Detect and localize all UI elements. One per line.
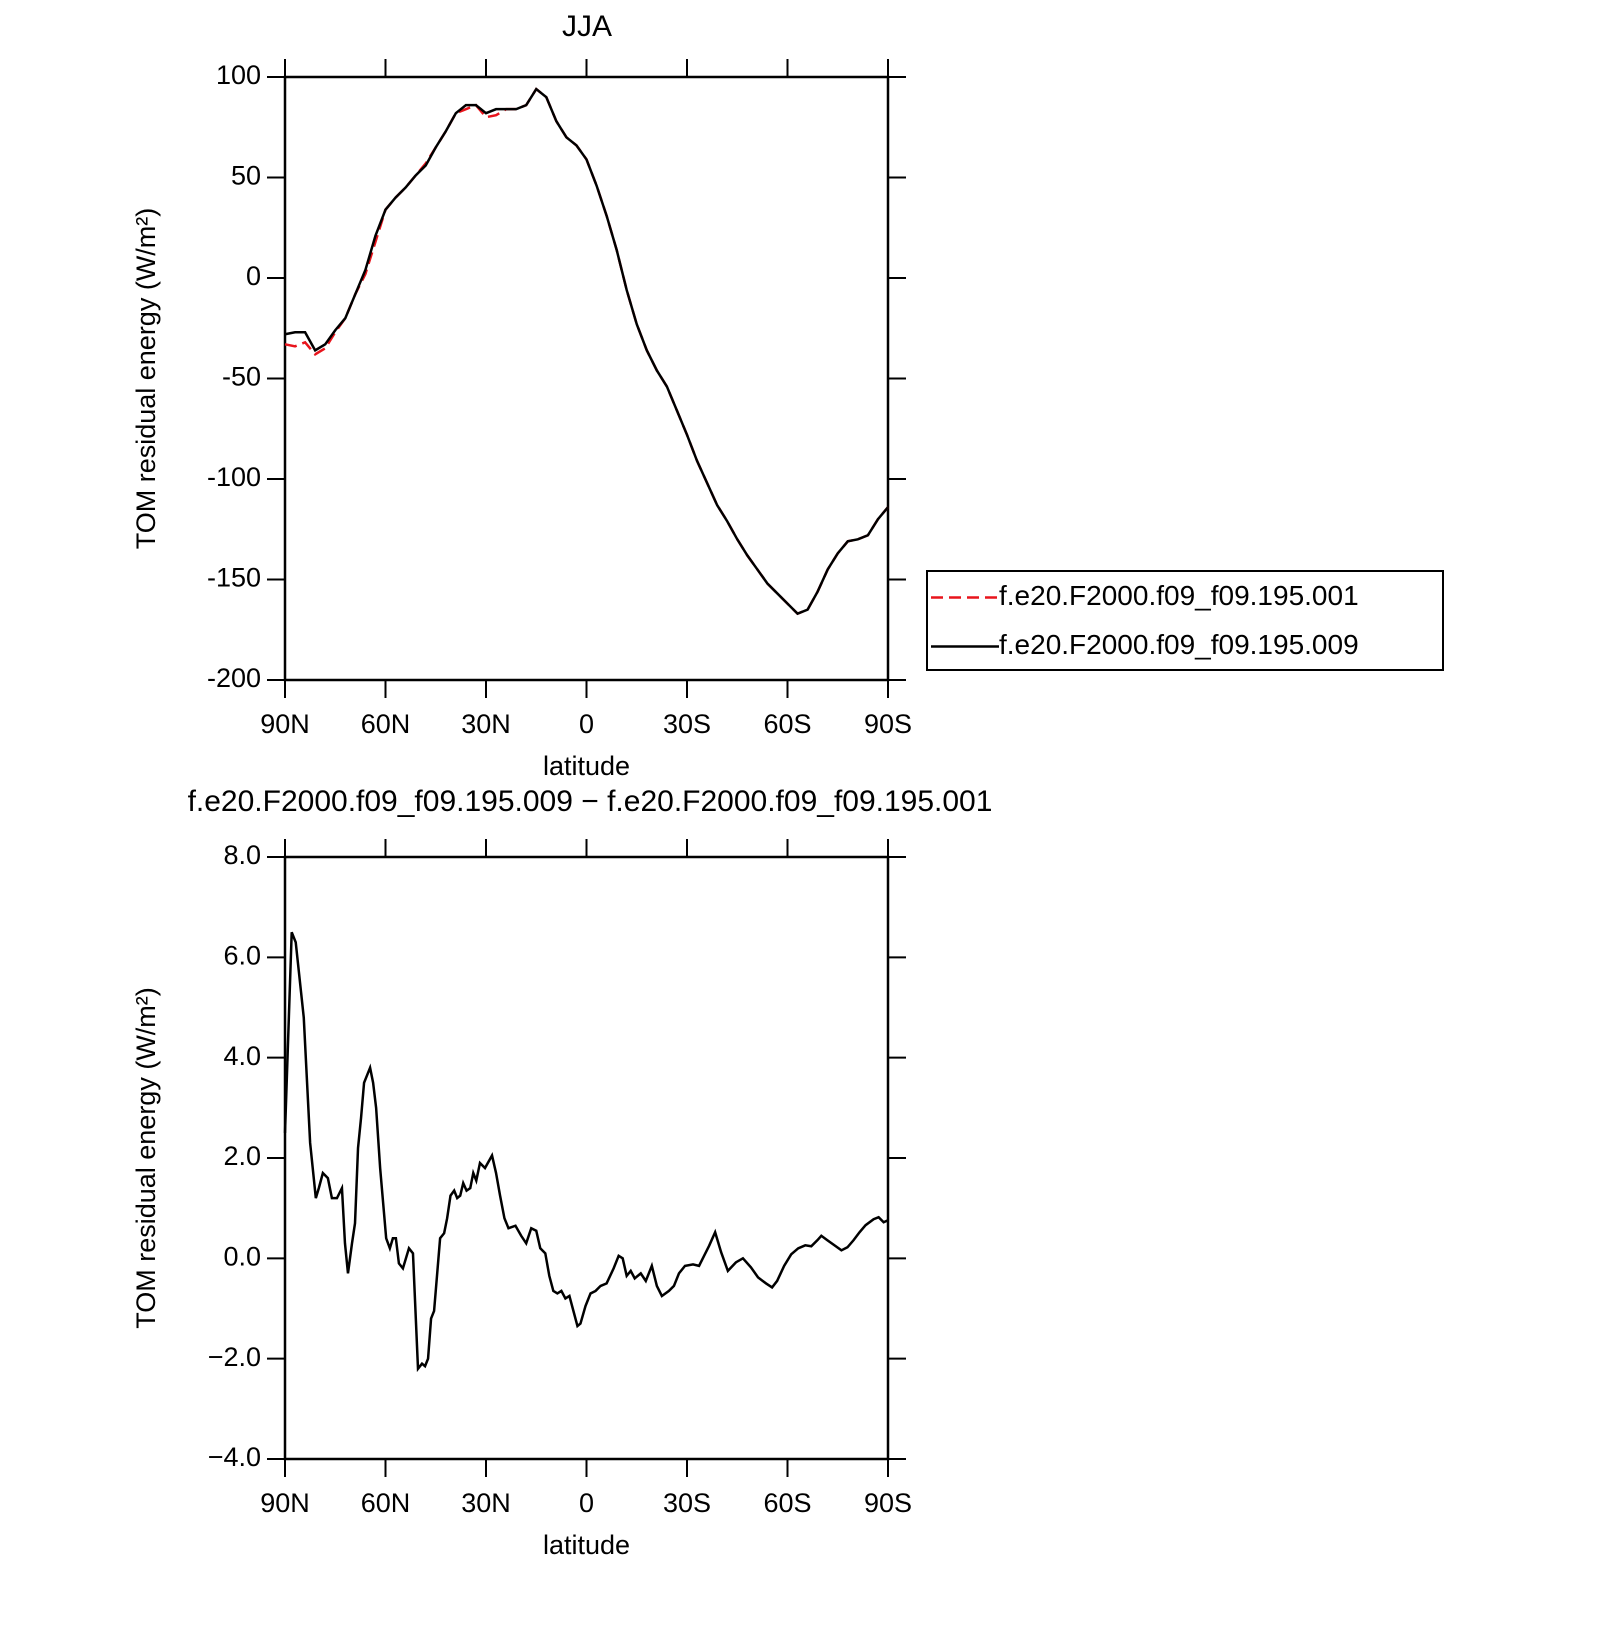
x-tick-label: 30N [461,1488,511,1518]
y-tick-label: -100 [207,462,261,492]
x-tick-label: 30N [461,709,511,739]
y-tick-label: 50 [231,161,261,191]
y-tick-label: -150 [207,563,261,593]
x-tick-label: 0 [579,709,594,739]
x-tick-label: 90N [260,709,310,739]
plot-frame [283,75,890,682]
x-tick-label: 60N [361,1488,411,1518]
y-tick-label: 100 [216,60,261,90]
y-tick-label: 4.0 [223,1041,261,1071]
x-tick-label: 90S [864,709,912,739]
data-line [284,87,889,616]
y-tick-label: -50 [222,362,261,392]
chart-title: f.e20.F2000.f09_f09.195.009 − f.e20.F200… [188,785,993,818]
y-tick-label: 2.0 [223,1141,261,1171]
data-line [284,87,889,616]
x-tick-label: 60N [361,709,411,739]
y-tick-label: 6.0 [223,940,261,970]
y-tick-label: -200 [207,663,261,693]
y-tick-label: 0 [246,261,261,291]
x-tick-label: 0 [579,1488,594,1518]
y-tick-label: 0.0 [223,1241,261,1271]
x-tick-label: 30S [663,709,711,739]
y-axis-label: TOM residual energy (W/m²) [131,208,161,550]
legend-box [926,570,1444,671]
x-tick-label: 60S [763,1488,811,1518]
legend-label: f.e20.F2000.f09_f09.195.001 [999,580,1359,611]
x-tick-label: 60S [763,709,811,739]
y-tick-label: 8.0 [223,840,261,870]
x-tick-label: 90S [864,1488,912,1518]
plot-frame [283,855,890,1461]
x-tick-label: 90N [260,1488,310,1518]
x-tick-label: 30S [663,1488,711,1518]
legend-label: f.e20.F2000.f09_f09.195.009 [999,629,1359,660]
y-tick-label: −2.0 [208,1342,261,1372]
y-axis-label: TOM residual energy (W/m²) [131,987,161,1329]
data-line [283,931,889,1373]
x-axis-label: latitude [543,1530,630,1560]
chart-title: JJA [562,10,612,43]
x-axis-label: latitude [543,751,630,781]
y-tick-label: −4.0 [208,1442,261,1472]
